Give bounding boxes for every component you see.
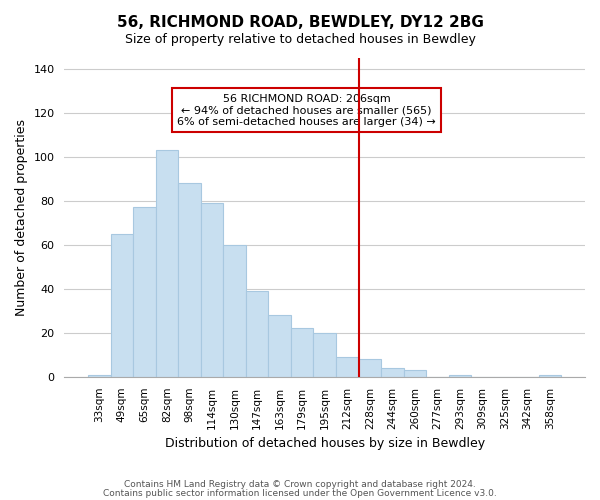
Bar xyxy=(133,207,155,377)
Text: 56, RICHMOND ROAD, BEWDLEY, DY12 2BG: 56, RICHMOND ROAD, BEWDLEY, DY12 2BG xyxy=(116,15,484,30)
Text: Size of property relative to detached houses in Bewdley: Size of property relative to detached ho… xyxy=(125,32,475,46)
Bar xyxy=(291,328,313,377)
Bar xyxy=(155,150,178,377)
Bar xyxy=(246,291,268,377)
Bar xyxy=(381,368,404,377)
Bar xyxy=(336,357,359,377)
Bar xyxy=(178,183,201,377)
Text: 56 RICHMOND ROAD: 206sqm
← 94% of detached houses are smaller (565)
6% of semi-d: 56 RICHMOND ROAD: 206sqm ← 94% of detach… xyxy=(177,94,436,127)
Bar xyxy=(88,374,110,377)
Text: Contains public sector information licensed under the Open Government Licence v3: Contains public sector information licen… xyxy=(103,489,497,498)
X-axis label: Distribution of detached houses by size in Bewdley: Distribution of detached houses by size … xyxy=(164,437,485,450)
Bar xyxy=(539,374,562,377)
Bar xyxy=(201,203,223,377)
Text: Contains HM Land Registry data © Crown copyright and database right 2024.: Contains HM Land Registry data © Crown c… xyxy=(124,480,476,489)
Bar xyxy=(359,359,381,377)
Y-axis label: Number of detached properties: Number of detached properties xyxy=(15,118,28,316)
Bar xyxy=(268,315,291,377)
Bar xyxy=(313,333,336,377)
Bar xyxy=(449,374,471,377)
Bar xyxy=(110,234,133,377)
Bar xyxy=(223,244,246,377)
Bar xyxy=(404,370,426,377)
